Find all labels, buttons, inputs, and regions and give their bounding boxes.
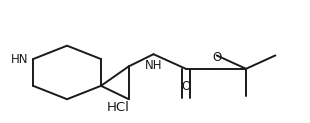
Text: HCl: HCl: [107, 101, 129, 114]
Text: O: O: [212, 51, 221, 64]
Text: O: O: [181, 80, 190, 93]
Text: NH: NH: [145, 59, 162, 72]
Text: HN: HN: [11, 53, 29, 66]
